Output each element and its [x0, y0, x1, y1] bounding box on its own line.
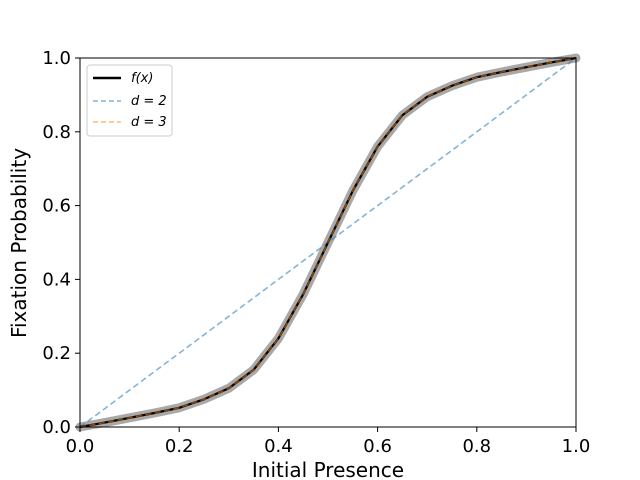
y-tick-label: 1.0: [42, 48, 71, 69]
y-tick-label: 0.0: [42, 417, 71, 438]
y-tick-label: 0.6: [42, 196, 71, 217]
x-tick-label: 0.0: [66, 436, 95, 457]
x-tick-label: 0.8: [462, 436, 491, 457]
plot-frame: [79, 57, 577, 428]
tick-layer: 0.0 0.2 0.4 0.6 0.8 1.0 0.0 0.2 0.4 0.6 0.8 1.0: [42, 48, 590, 457]
legend: f(x) d = 2 d = 3: [86, 64, 173, 137]
series-line-d3: [79, 57, 577, 428]
x-tick-label: 1.0: [562, 436, 591, 457]
y-tick-label: 0.8: [42, 122, 71, 143]
y-tick-label: 0.2: [42, 343, 71, 364]
y-axis-label: Fixation Probability: [7, 148, 31, 338]
legend-label-fx: f(x): [131, 71, 153, 86]
legend-label-d3: d = 3: [131, 115, 167, 130]
y-tick-label: 0.4: [42, 269, 71, 290]
legend-box: [86, 64, 173, 137]
x-tick-label: 0.4: [264, 436, 293, 457]
series-layer: [79, 56, 577, 429]
x-axis-label: Initial Presence: [252, 458, 404, 480]
legend-label-d2: d = 2: [131, 94, 167, 109]
x-tick-label: 0.6: [363, 436, 392, 457]
x-tick-label: 0.2: [165, 436, 194, 457]
